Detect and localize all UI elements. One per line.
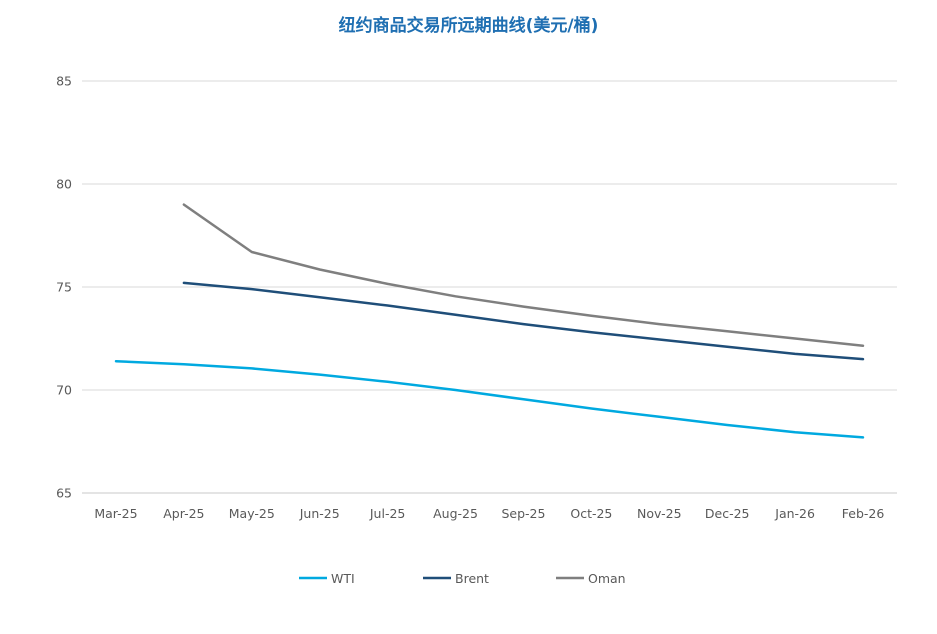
legend-label-brent: Brent [455, 571, 489, 586]
x-tick-label: Sep-25 [501, 506, 545, 521]
x-tick-label: Jun-25 [299, 506, 340, 521]
chart-title: 纽约商品交易所远期曲线(美元/桶) [338, 16, 599, 36]
gridlines [82, 80, 897, 494]
x-tick-label: Aug-25 [433, 506, 478, 521]
legend-label-wti: WTI [331, 571, 355, 586]
x-tick-label: Apr-25 [163, 506, 204, 521]
x-axis-tick-labels: Mar-25 Apr-25 May-25 Jun-25 Jul-25 Aug-25 Sep-… [94, 506, 884, 521]
x-tick-label: Nov-25 [637, 506, 681, 521]
y-tick-label: 75 [56, 280, 72, 295]
x-tick-label: Oct-25 [570, 506, 612, 521]
y-tick-label: 65 [56, 486, 72, 501]
legend-label-oman: Oman [588, 571, 626, 586]
series-lines [114, 203, 865, 439]
x-tick-label: Mar-25 [94, 506, 137, 521]
x-tick-label: Jul-25 [369, 506, 406, 521]
y-tick-label: 70 [56, 383, 72, 398]
x-tick-label: Jan-26 [774, 506, 815, 521]
y-tick-label: 85 [56, 74, 72, 89]
x-tick-label: Dec-25 [705, 506, 750, 521]
y-tick-label: 80 [56, 177, 72, 192]
x-tick-label: May-25 [229, 506, 275, 521]
series-line-brent [182, 281, 865, 361]
series-line-wti [114, 359, 865, 439]
y-axis-tick-labels: 65 70 75 80 85 [56, 74, 72, 501]
series-line-oman [182, 203, 865, 347]
x-tick-label: Feb-26 [842, 506, 885, 521]
legend: WTI Brent Oman [299, 571, 626, 586]
